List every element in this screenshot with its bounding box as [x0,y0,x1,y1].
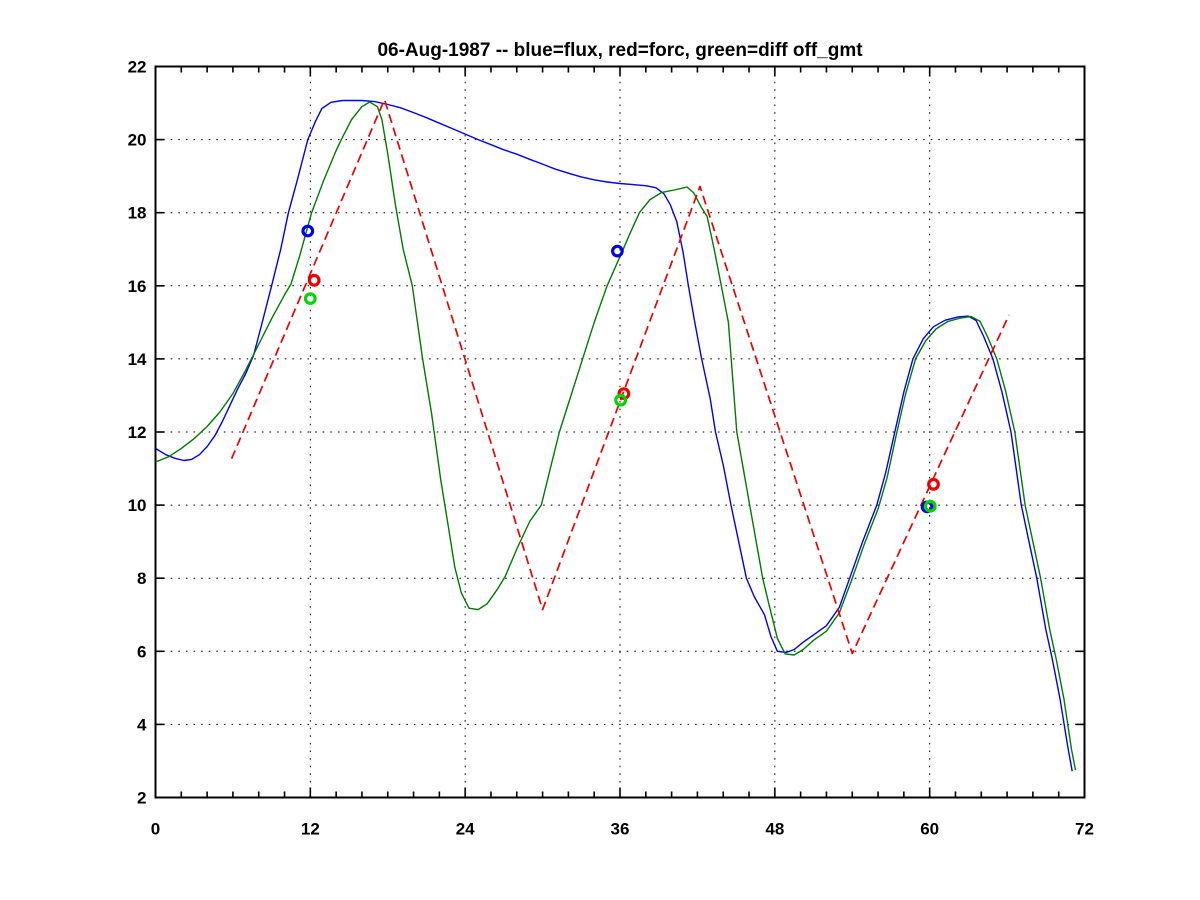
series-diff-line [155,101,1077,771]
marker-flux-obs [611,244,624,258]
marker-diff-obs [923,499,937,513]
chart-title: 06-Aug-1987 -- blue=flux, red=forc, gree… [377,40,863,61]
y-tick-label: 10 [128,496,147,515]
y-tick-label: 22 [128,58,147,77]
markers-layer [301,224,940,514]
marker-forc-obs [307,273,321,287]
marker-diff-obs [303,292,317,306]
series-flux-line [155,99,1073,772]
y-tick-label: 6 [137,642,146,661]
x-tick-label: 48 [765,820,784,839]
axes-layer [154,65,1086,799]
y-tick-label: 4 [137,715,147,734]
x-tick-label: 72 [1075,820,1094,839]
marker-diff-obs [614,393,627,407]
y-tick-label: 14 [128,350,147,369]
y-tick-label: 12 [128,423,147,442]
y-tick-label: 16 [128,277,147,296]
x-tick-label: 36 [611,820,630,839]
x-tick-label: 12 [301,820,320,839]
y-tick-label: 2 [137,789,146,808]
series-layer [155,98,1077,772]
x-tick-label: 0 [151,820,160,839]
marker-flux-obs [301,224,315,238]
x-tick-label: 60 [920,820,939,839]
x-tick-label: 24 [456,820,475,839]
grid-layer [155,66,1085,798]
y-tick-label: 8 [137,569,146,588]
series-forc-line [230,98,1010,655]
y-tick-label: 20 [128,131,147,150]
y-tick-label: 18 [128,204,147,223]
marker-forc-obs [927,477,940,491]
